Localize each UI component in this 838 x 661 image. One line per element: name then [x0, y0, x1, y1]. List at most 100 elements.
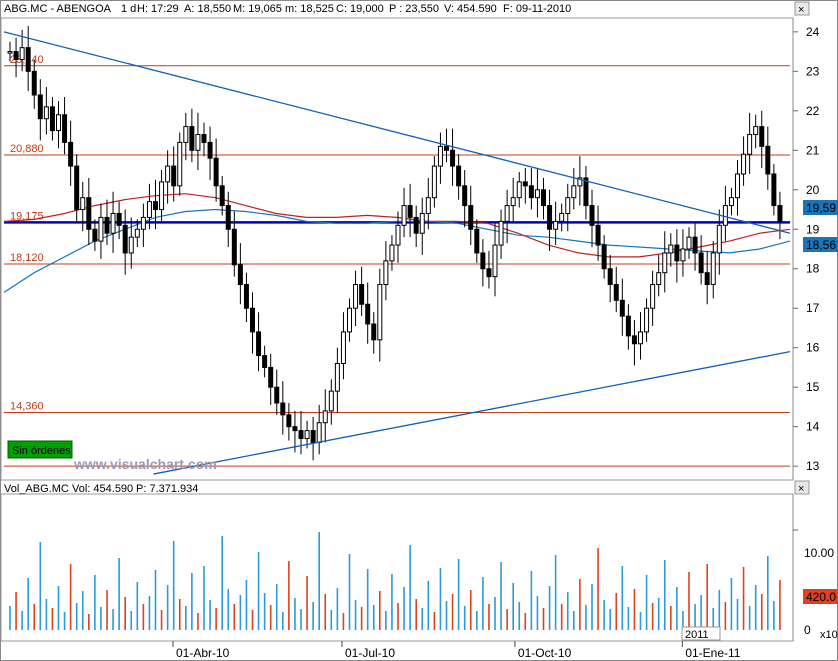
candle-body: [759, 126, 765, 147]
candle-body: [49, 106, 55, 132]
candle-body: [183, 126, 189, 143]
candle-body: [389, 244, 395, 262]
candle-body: [437, 145, 443, 167]
last-price-value: 19,59: [806, 201, 836, 215]
candle-body: [656, 272, 662, 286]
candle-body: [316, 422, 322, 443]
candle-body: [747, 134, 753, 155]
x-tick-label: 01-Oct-10: [518, 646, 572, 660]
candle-body: [771, 173, 777, 207]
candle-body: [237, 264, 243, 286]
candle-body: [444, 145, 449, 151]
candle-body: [86, 197, 92, 230]
candle-body: [98, 216, 104, 242]
level-label: 18,120: [10, 252, 44, 264]
candle-body: [534, 189, 540, 199]
sin-ordenes-badge[interactable]: Sin órdenes: [7, 440, 73, 459]
candle-body: [365, 303, 371, 325]
close-volume-button[interactable]: ×: [794, 480, 810, 495]
candle-body: [195, 134, 201, 151]
close-chart-button[interactable]: ×: [794, 1, 810, 16]
candle-body: [492, 244, 498, 278]
header-h: H: 17:29: [137, 3, 179, 15]
candle-body: [7, 51, 13, 54]
year-marker-label: 2011: [685, 629, 709, 641]
header-m-min: m: 18,525: [285, 3, 334, 15]
candle-body: [686, 236, 692, 250]
candle-body: [735, 173, 740, 199]
candle-body: [765, 145, 771, 175]
candle-body: [541, 189, 546, 207]
candle-body: [219, 185, 225, 207]
candle-body: [698, 252, 704, 274]
candle-body: [425, 197, 431, 214]
candle-body: [359, 284, 365, 305]
candle-body: [577, 177, 583, 187]
volume-unit: x100: [820, 629, 838, 641]
last-price-tag: 19,59: [803, 200, 838, 215]
candle-body: [262, 355, 268, 368]
volume-pane: [0, 493, 794, 642]
candle-body: [37, 94, 43, 120]
candle-body: [668, 244, 674, 254]
y-tick-label: 21: [806, 143, 820, 157]
candle-body: [56, 114, 61, 132]
header-p: P : 23,550: [389, 3, 439, 15]
y-tick-label: 23: [806, 64, 820, 78]
candle-body: [431, 165, 437, 199]
trendline: [3, 31, 791, 234]
ma-price-value: 18,56: [806, 238, 836, 252]
candle-body: [571, 185, 577, 199]
candle-body: [625, 315, 631, 337]
candle-body: [722, 205, 728, 226]
volume-tick-0: 0: [804, 623, 811, 637]
candle-body: [146, 201, 152, 218]
y-tick-label: 16: [806, 341, 820, 355]
candle-body: [528, 185, 534, 199]
candle-body: [110, 212, 116, 234]
candle-body: [565, 197, 571, 214]
candle-body: [753, 126, 759, 135]
candle-body: [383, 260, 389, 286]
candle-body: [559, 212, 565, 222]
candle-body: [268, 366, 274, 388]
candle-body: [638, 331, 643, 345]
y-tick-label: 18: [806, 262, 820, 276]
candle-body: [510, 197, 516, 207]
candle-body: [692, 236, 698, 254]
candle-body: [347, 307, 352, 333]
candle-body: [777, 205, 783, 222]
y-tick-label: 22: [806, 104, 820, 118]
candle-body: [43, 106, 49, 120]
candle-body: [680, 248, 686, 262]
candle-body: [607, 268, 613, 286]
candle-body: [310, 430, 316, 443]
candle-body: [201, 134, 207, 143]
candle-body: [243, 284, 249, 309]
candle-body: [298, 430, 304, 440]
x-tick-label: 01-Abr-10: [176, 646, 230, 660]
candle-body: [13, 51, 19, 60]
candle-body: [304, 430, 310, 440]
volume-header-label: Vol_ABG.MC: [4, 483, 69, 495]
candle-body: [741, 153, 747, 175]
candle-body: [371, 323, 377, 341]
candle-body: [419, 212, 425, 234]
candle-body: [450, 149, 456, 167]
sin-ordenes-label: Sin órdenes: [12, 445, 71, 457]
candle-body: [334, 363, 340, 392]
level-label: 20,880: [10, 143, 44, 155]
candle-body: [650, 284, 656, 309]
candle-body: [595, 224, 601, 246]
candle-body: [674, 244, 680, 262]
candle-body: [322, 410, 328, 424]
candle-body: [231, 228, 237, 266]
last-volume-tag: 420.0: [803, 589, 838, 604]
candle-body: [153, 201, 158, 211]
candle-body: [456, 165, 462, 187]
candle-body: [122, 224, 128, 254]
candle-body: [140, 216, 146, 230]
y-tick-label: 13: [806, 459, 820, 473]
candle-body: [207, 141, 213, 159]
